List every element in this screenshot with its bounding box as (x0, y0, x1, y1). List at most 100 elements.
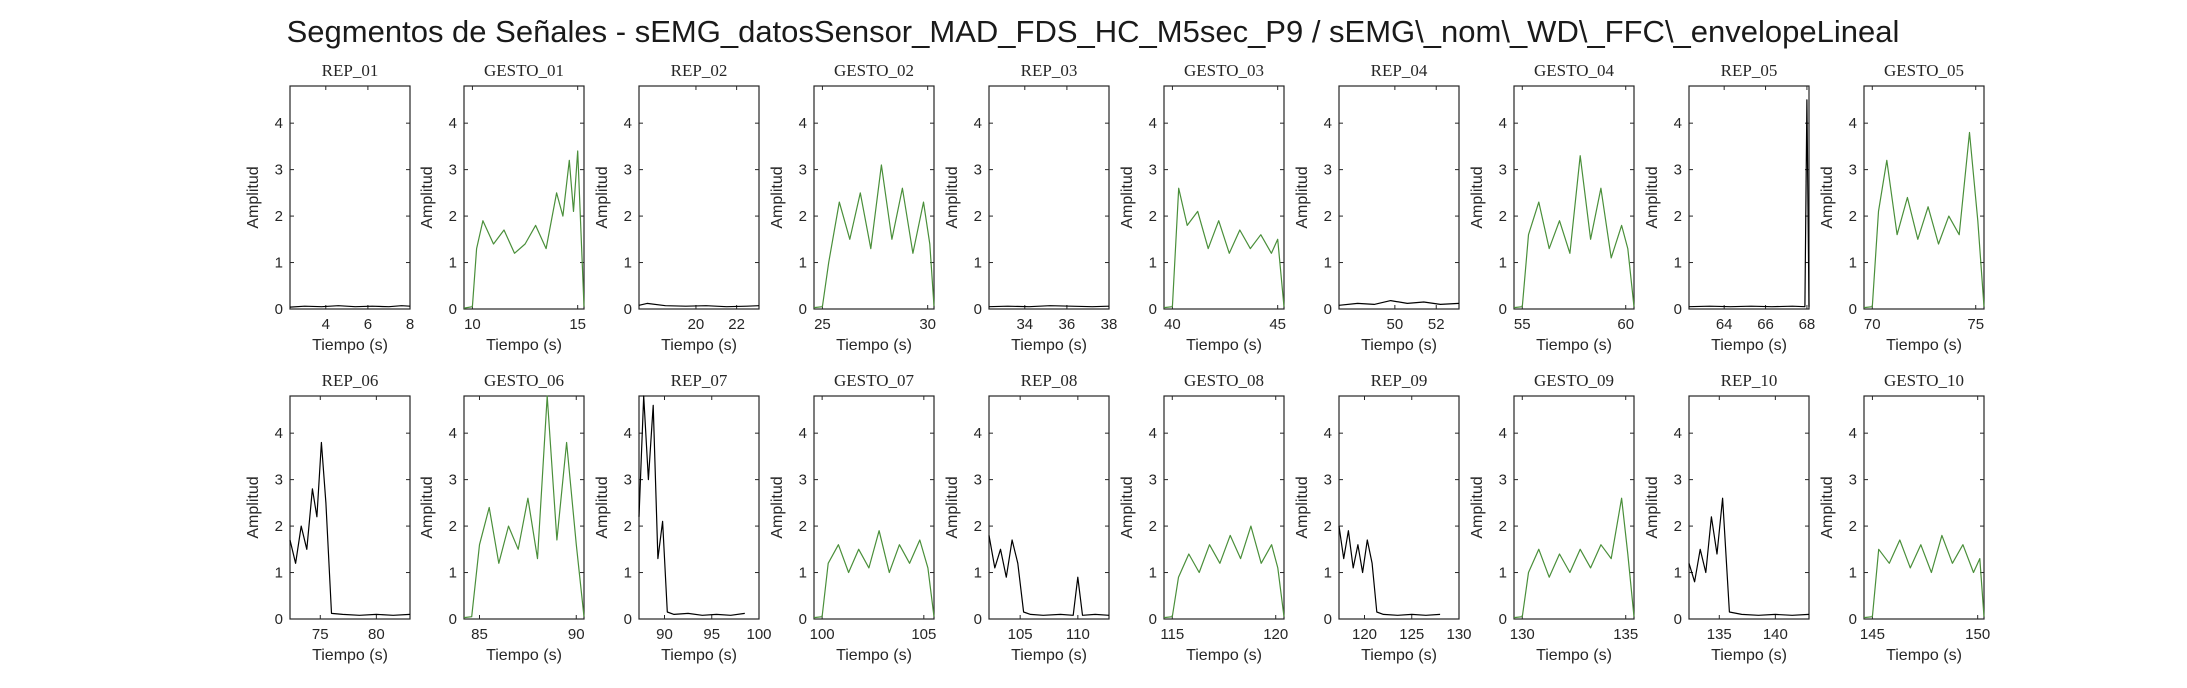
subplot-title: GESTO_09 (1534, 371, 1614, 390)
y-tick-label: 0 (1674, 301, 1682, 318)
subplot-gesto-07: GESTO_07 0 1 2 3 4 100 105 Tiempo (s) Amplitud (769, 371, 936, 664)
y-tick-label: 4 (624, 425, 632, 442)
y-tick-label: 0 (974, 301, 982, 318)
x-tick-label: 50 (1387, 316, 1404, 333)
subplot-title: GESTO_06 (484, 371, 564, 390)
y-tick-label: 1 (624, 255, 632, 272)
y-tick-label: 1 (1149, 255, 1157, 272)
subplot-title: REP_06 (322, 371, 379, 390)
x-axis-label: Tiempo (s) (836, 337, 912, 354)
y-tick-label: 3 (799, 162, 807, 179)
y-tick-label: 4 (449, 115, 457, 132)
y-tick-label: 3 (1324, 162, 1332, 179)
y-tick-label: 1 (1149, 565, 1157, 582)
subplot-gesto-04: GESTO_04 0 1 2 3 4 55 60 Tiempo (s) Amplitud (1469, 61, 1635, 354)
y-tick-label: 1 (974, 565, 982, 582)
y-tick-label: 1 (1499, 565, 1507, 582)
x-tick-label: 36 (1059, 316, 1076, 333)
plot-frame (988, 85, 1110, 310)
plot-frame (1163, 395, 1285, 620)
x-tick-label: 55 (1514, 316, 1531, 333)
y-tick-label: 1 (449, 565, 457, 582)
y-tick-label: 2 (1149, 208, 1157, 225)
y-axis-label: Amplitud (1294, 166, 1311, 228)
y-tick-label: 3 (1499, 472, 1507, 489)
subplot-title: GESTO_01 (484, 61, 564, 80)
y-tick-label: 3 (1849, 162, 1857, 179)
subplot-title: GESTO_07 (834, 371, 914, 390)
subplot-rep-01: REP_01 0 1 2 3 4 4 6 8 Tiempo (s) Amplitud (245, 61, 414, 354)
y-tick-label: 4 (275, 115, 283, 132)
x-tick-label: 70 (1864, 316, 1881, 333)
y-tick-label: 2 (1149, 518, 1157, 535)
y-axis-label: Amplitud (1469, 166, 1486, 228)
subplot-gesto-05: GESTO_05 0 1 2 3 4 70 75 Tiempo (s) Amplitud (1819, 61, 1985, 354)
x-tick-label: 90 (568, 626, 585, 643)
y-tick-label: 1 (974, 255, 982, 272)
y-tick-label: 4 (1324, 115, 1332, 132)
y-tick-label: 3 (624, 472, 632, 489)
y-tick-label: 3 (1149, 162, 1157, 179)
x-tick-label: 95 (703, 626, 720, 643)
y-tick-label: 2 (1674, 518, 1682, 535)
y-tick-label: 1 (799, 565, 807, 582)
subplot-gesto-01: GESTO_01 0 1 2 3 4 10 15 Tiempo (s) Amplitud (419, 61, 586, 354)
subplot-rep-02: REP_02 0 1 2 3 4 20 22 Tiempo (s) Amplitud (594, 61, 760, 354)
plot-frame (463, 85, 585, 310)
y-axis-label: Amplitud (944, 476, 961, 538)
x-tick-label: 45 (1269, 316, 1286, 333)
y-tick-label: 4 (1674, 115, 1682, 132)
plot-frame (1163, 85, 1285, 310)
x-axis-label: Tiempo (s) (661, 647, 737, 664)
x-tick-label: 75 (1967, 316, 1984, 333)
y-tick-label: 0 (1849, 611, 1857, 628)
plot-frame (813, 85, 935, 310)
plot-frame (1338, 85, 1460, 310)
y-axis-label: Amplitud (1294, 476, 1311, 538)
y-axis-label: Amplitud (1644, 166, 1661, 228)
y-tick-label: 4 (799, 115, 807, 132)
signal-line (1513, 497, 1635, 619)
y-tick-label: 2 (974, 518, 982, 535)
y-tick-label: 3 (624, 162, 632, 179)
y-tick-label: 2 (1849, 518, 1857, 535)
plot-frame (1688, 395, 1810, 620)
x-tick-label: 40 (1164, 316, 1181, 333)
signal-line (1863, 131, 1985, 309)
y-tick-label: 2 (449, 518, 457, 535)
y-tick-label: 0 (624, 611, 632, 628)
subplot-title: GESTO_08 (1184, 371, 1264, 390)
subplot-title: GESTO_10 (1884, 371, 1964, 390)
subplot-gesto-06: GESTO_06 0 1 2 3 4 85 90 Tiempo (s) Amplitud (419, 371, 585, 664)
y-tick-label: 3 (275, 472, 283, 489)
y-tick-label: 3 (275, 162, 283, 179)
subplot-rep-06: REP_06 0 1 2 3 4 75 80 Tiempo (s) Amplitud (245, 371, 411, 664)
x-tick-label: 20 (688, 316, 705, 333)
y-tick-label: 1 (799, 255, 807, 272)
signal-line (1338, 526, 1441, 616)
x-axis-label: Tiempo (s) (1186, 647, 1262, 664)
y-tick-label: 0 (1849, 301, 1857, 318)
y-tick-label: 2 (624, 208, 632, 225)
y-tick-label: 4 (1499, 115, 1507, 132)
y-tick-label: 4 (974, 425, 982, 442)
subplot-title: REP_05 (1721, 61, 1778, 80)
plot-frame (1688, 85, 1810, 310)
subplot-title: GESTO_02 (834, 61, 914, 80)
y-tick-label: 0 (449, 611, 457, 628)
y-tick-label: 0 (799, 301, 807, 318)
x-tick-label: 125 (1399, 626, 1424, 643)
signal-line (638, 395, 745, 616)
subplot-title: REP_01 (322, 61, 379, 80)
y-tick-label: 2 (275, 518, 283, 535)
y-axis-label: Amplitud (245, 166, 262, 228)
signal-line (1513, 155, 1635, 309)
x-tick-label: 120 (1352, 626, 1377, 643)
signal-line (463, 150, 585, 309)
y-axis-label: Amplitud (419, 476, 436, 538)
x-tick-label: 140 (1763, 626, 1788, 643)
x-tick-label: 68 (1799, 316, 1816, 333)
x-tick-label: 130 (1446, 626, 1471, 643)
y-tick-label: 0 (1324, 301, 1332, 318)
signal-line (1163, 187, 1285, 309)
